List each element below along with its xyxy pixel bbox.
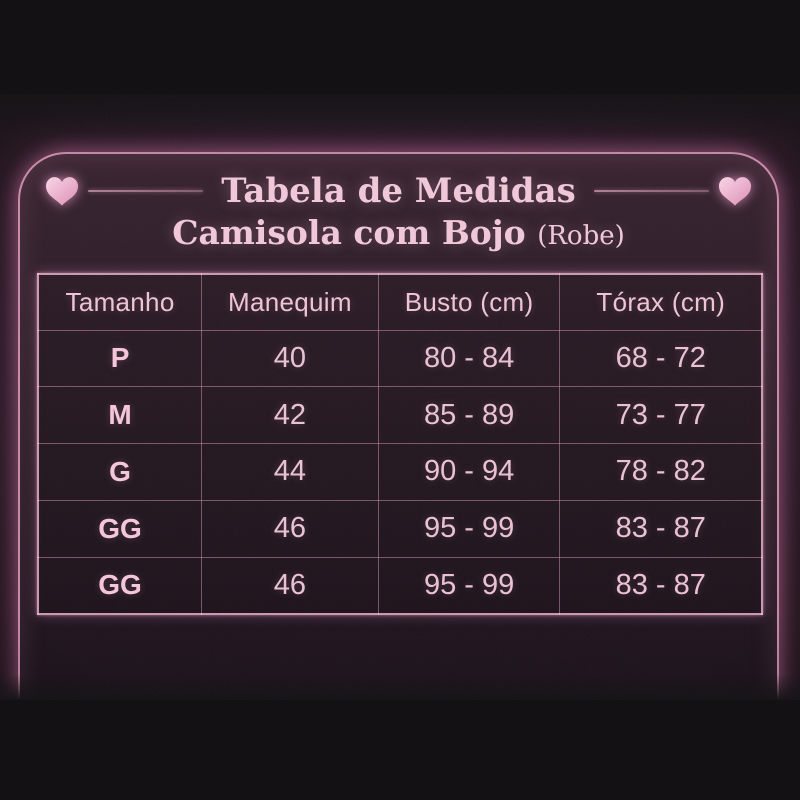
torax-cell: 78 - 82 xyxy=(559,443,763,501)
column-header-tamanho: Tamanho xyxy=(37,273,203,331)
page-subtitle: Camisola com Bojo (Robe) xyxy=(46,212,751,254)
busto-cell: 95 - 99 xyxy=(377,556,561,615)
manequim-cell: 46 xyxy=(201,499,379,558)
heart-icon xyxy=(46,176,78,206)
size-cell: P xyxy=(37,329,203,388)
table-row: GG 46 95 - 99 83 - 87 xyxy=(37,556,763,615)
title-rule-left xyxy=(88,190,204,192)
busto-cell: 85 - 89 xyxy=(377,386,561,445)
size-cell: M xyxy=(37,386,203,445)
table-row: GG 46 95 - 99 83 - 87 xyxy=(37,499,763,558)
table-row: G 44 90 - 94 78 - 82 xyxy=(37,443,763,501)
size-chart-panel: Tabela de Medidas Camisola com Bojo (Rob… xyxy=(0,94,800,700)
manequim-cell: 42 xyxy=(201,386,379,445)
busto-cell: 95 - 99 xyxy=(377,499,561,558)
torax-cell: 73 - 77 xyxy=(559,386,763,445)
size-table: Tamanho Manequim Busto (cm) Tórax (cm) P… xyxy=(37,273,763,615)
table-row: M 42 85 - 89 73 - 77 xyxy=(37,386,763,445)
torax-cell: 83 - 87 xyxy=(559,499,763,558)
column-header-torax: Tórax (cm) xyxy=(559,273,763,331)
top-fade xyxy=(0,94,800,140)
header-row: Tamanho Manequim Busto (cm) Tórax (cm) xyxy=(37,273,763,331)
column-header-busto: Busto (cm) xyxy=(377,273,561,331)
size-cell: G xyxy=(37,443,203,501)
manequim-cell: 46 xyxy=(201,556,379,615)
subtitle-text: Camisola com Bojo xyxy=(172,213,526,252)
table-row: P 40 80 - 84 68 - 72 xyxy=(37,329,763,388)
title-row: Tabela de Medidas xyxy=(46,170,752,212)
size-cell: GG xyxy=(37,499,203,558)
size-cell: GG xyxy=(37,556,203,615)
title-rule-right xyxy=(593,190,710,192)
heart-icon xyxy=(719,176,752,206)
subtitle-note: (Robe) xyxy=(537,221,625,251)
manequim-cell: 44 xyxy=(201,443,379,501)
busto-cell: 90 - 94 xyxy=(377,443,561,501)
busto-cell: 80 - 84 xyxy=(377,329,561,388)
column-header-manequim: Manequim xyxy=(201,273,379,331)
manequim-cell: 40 xyxy=(201,329,379,388)
torax-cell: 83 - 87 xyxy=(559,556,763,615)
page-title: Tabela de Medidas xyxy=(221,171,576,211)
torax-cell: 68 - 72 xyxy=(559,329,763,388)
